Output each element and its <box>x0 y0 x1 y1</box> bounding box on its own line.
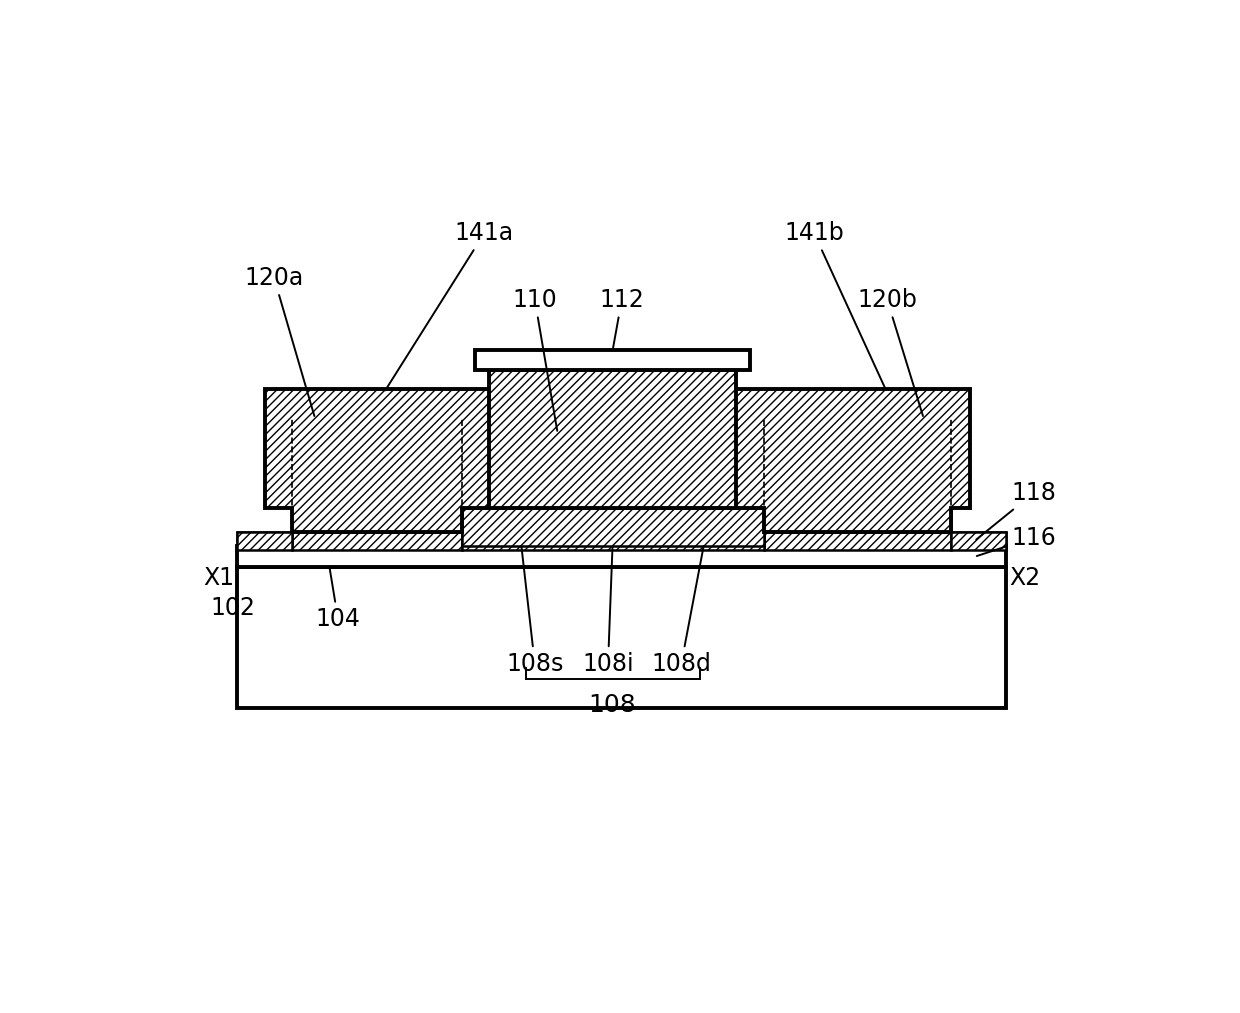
Text: 120a: 120a <box>244 265 315 416</box>
Text: 118: 118 <box>976 481 1056 540</box>
Polygon shape <box>461 532 764 550</box>
Text: 108: 108 <box>589 693 636 717</box>
Polygon shape <box>265 389 507 532</box>
Text: 104: 104 <box>316 566 361 631</box>
Text: 108d: 108d <box>651 546 712 676</box>
Text: X2: X2 <box>1009 566 1040 591</box>
Polygon shape <box>237 567 1006 708</box>
Polygon shape <box>764 508 951 532</box>
Text: 110: 110 <box>512 288 557 431</box>
Text: 141a: 141a <box>386 221 515 390</box>
Polygon shape <box>475 350 750 371</box>
Text: 102: 102 <box>211 596 255 620</box>
Text: 116: 116 <box>977 526 1056 556</box>
Text: 120b: 120b <box>857 288 923 416</box>
Polygon shape <box>461 508 764 546</box>
Text: 108i: 108i <box>583 546 634 676</box>
Polygon shape <box>237 546 1006 567</box>
Polygon shape <box>237 532 293 550</box>
Polygon shape <box>489 371 737 508</box>
Polygon shape <box>293 508 461 532</box>
Polygon shape <box>951 532 1006 550</box>
Text: X1: X1 <box>203 566 234 591</box>
Text: 108s: 108s <box>506 546 563 676</box>
Polygon shape <box>293 532 461 550</box>
Polygon shape <box>237 532 1006 546</box>
Text: 141b: 141b <box>784 221 887 390</box>
Polygon shape <box>718 389 970 532</box>
Text: 112: 112 <box>599 288 644 347</box>
Polygon shape <box>764 532 951 550</box>
